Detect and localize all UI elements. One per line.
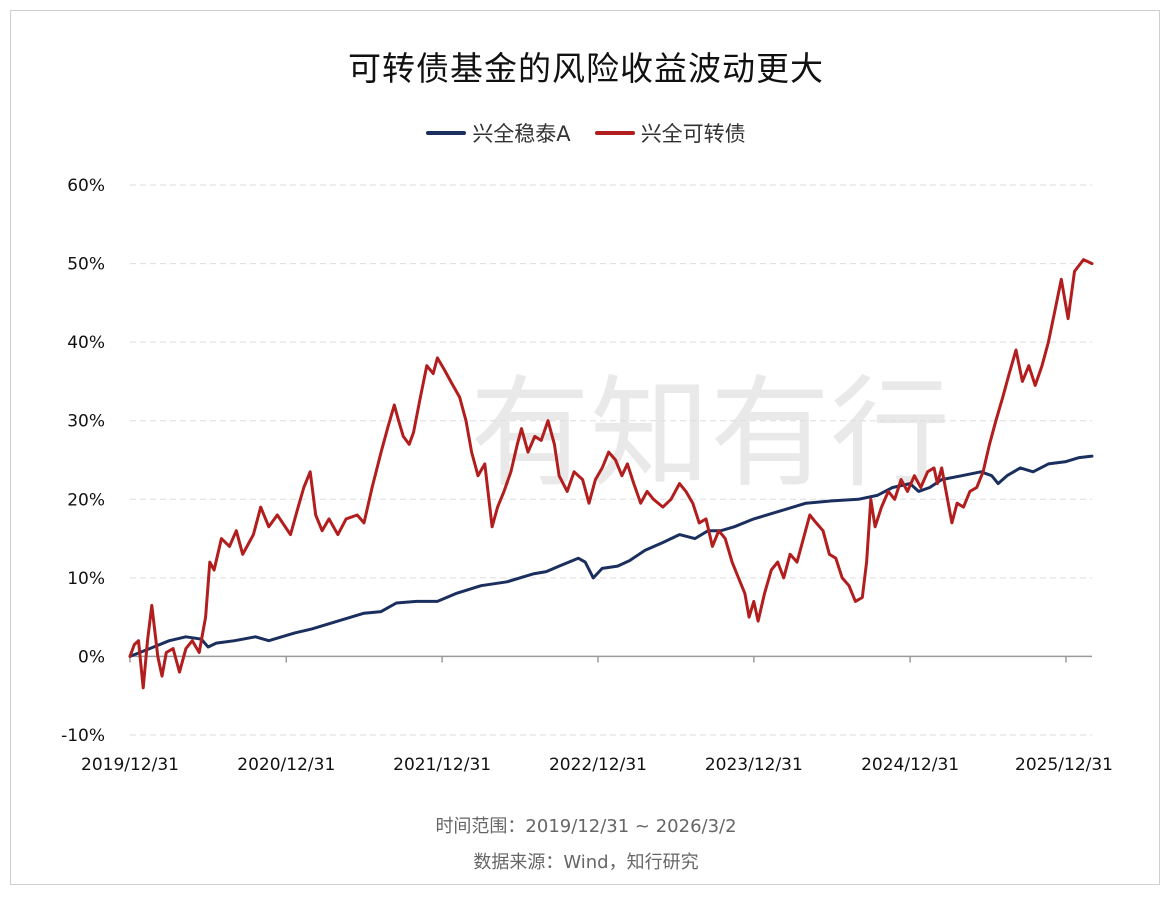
x-axis: 2019/12/31 2020/12/31 2021/12/31 2022/12/31… — [81, 655, 1113, 775]
y-tick-label: -10% — [61, 726, 105, 746]
y-tick-label: 50% — [67, 255, 105, 275]
footer-time-range: 时间范围：2019/12/31 ~ 2026/3/2 — [435, 816, 737, 837]
y-axis: -10% 0% 10% 20% 30% 40% 50% 60% — [61, 176, 105, 746]
x-tick-label: 2024/12/31 — [861, 755, 959, 775]
legend-label-series-2: 兴全可转债 — [640, 122, 746, 146]
legend-item-series-1: 兴全稳泰A — [426, 118, 571, 148]
x-tick-label: 2022/12/31 — [549, 755, 647, 775]
y-tick-label: 40% — [67, 333, 105, 353]
x-tick-label: 2020/12/31 — [237, 755, 335, 775]
y-tick-label: 10% — [67, 569, 105, 589]
series-line-1 — [128, 454, 1094, 658]
x-tick-label: 2021/12/31 — [393, 755, 491, 775]
legend-swatch-series-2 — [594, 131, 635, 135]
gridlines — [130, 184, 1092, 736]
x-tick-label: 2019/12/31 — [81, 755, 179, 775]
legend-swatch-series-1 — [426, 131, 467, 135]
y-tick-label: 30% — [67, 412, 105, 432]
x-tick-label: 2023/12/31 — [705, 755, 803, 775]
y-tick-label: 20% — [67, 490, 105, 510]
chart-title: 可转债基金的风险收益波动更大 — [348, 49, 824, 88]
watermark: 有知有行 — [470, 365, 950, 504]
legend: 兴全稳泰A 兴全可转债 — [0, 118, 1172, 148]
legend-item-series-2: 兴全可转债 — [594, 118, 746, 148]
series-line-2 — [128, 258, 1094, 690]
x-tick-label: 2025/12/31 — [1015, 755, 1113, 775]
legend-label-series-1: 兴全稳泰A — [472, 122, 571, 146]
chart-frame — [10, 10, 1160, 885]
footer-source: 数据来源：Wind，知行研究 — [473, 852, 699, 873]
y-tick-label: 0% — [78, 647, 105, 667]
y-tick-label: 60% — [67, 176, 105, 196]
watermark-text: 有知有行 — [470, 365, 950, 504]
series-lines — [128, 258, 1094, 690]
